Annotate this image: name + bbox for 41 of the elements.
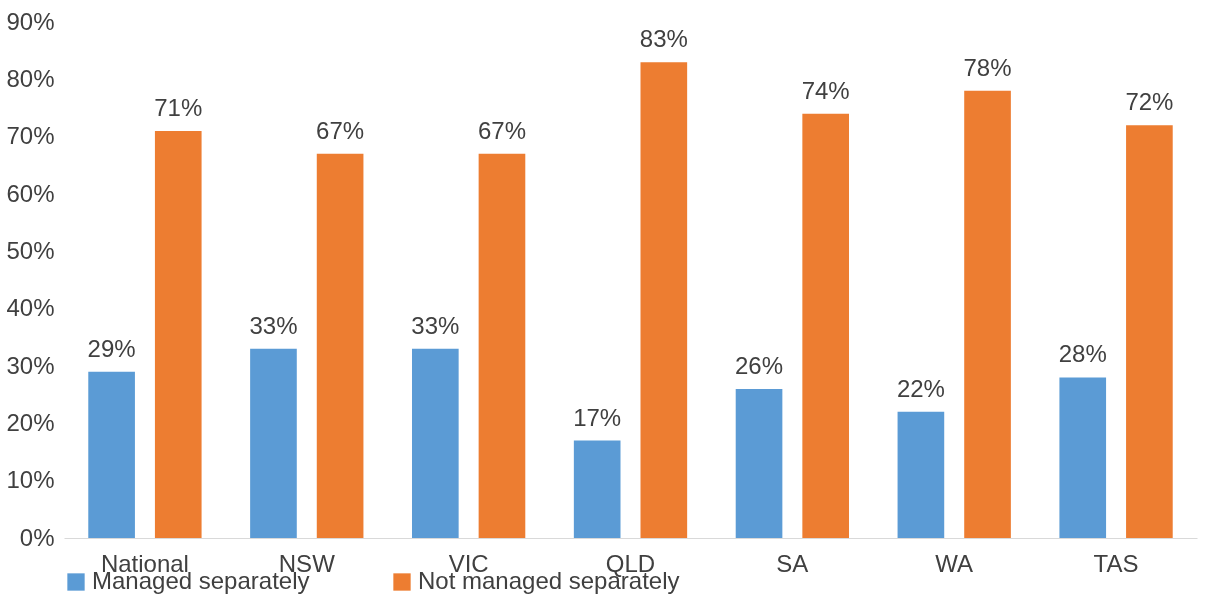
bar xyxy=(88,371,135,538)
data-label: 29% xyxy=(87,334,136,362)
y-tick-label: 80% xyxy=(6,64,55,92)
bar xyxy=(250,348,297,538)
x-tick-label: WA xyxy=(935,549,974,577)
bar xyxy=(802,113,850,538)
bar xyxy=(1059,377,1107,538)
y-tick-label: 30% xyxy=(6,351,55,379)
y-tick-label: 10% xyxy=(6,466,55,494)
y-tick-label: 70% xyxy=(6,122,55,150)
bar xyxy=(411,348,459,538)
bar xyxy=(735,388,783,538)
data-label: 33% xyxy=(249,311,298,339)
y-tick-label: 90% xyxy=(6,7,55,35)
data-label: 22% xyxy=(896,374,945,402)
data-label: 83% xyxy=(639,25,688,53)
data-label: 33% xyxy=(411,311,460,339)
bar xyxy=(154,130,202,538)
x-tick-label: TAS xyxy=(1093,549,1139,577)
data-label: 26% xyxy=(735,351,784,379)
data-label: 78% xyxy=(963,53,1012,81)
bar xyxy=(897,411,945,538)
data-label: 17% xyxy=(573,403,622,431)
bar xyxy=(573,440,621,538)
data-label: 71% xyxy=(154,93,203,121)
data-label: 74% xyxy=(801,76,850,104)
data-label: 67% xyxy=(477,116,526,144)
y-tick-label: 20% xyxy=(6,408,55,436)
data-label: 67% xyxy=(316,116,365,144)
bar xyxy=(478,153,526,538)
y-tick-label: 50% xyxy=(6,236,55,264)
data-label: 28% xyxy=(1058,340,1107,368)
bar xyxy=(640,62,688,538)
data-label: 72% xyxy=(1125,88,1174,116)
bar xyxy=(1126,125,1173,538)
y-tick-label: 0% xyxy=(19,523,55,551)
bar xyxy=(316,153,364,538)
x-tick-label: SA xyxy=(776,549,809,577)
y-tick-label: 60% xyxy=(6,179,55,207)
bar xyxy=(964,90,1011,538)
y-tick-label: 40% xyxy=(6,294,55,322)
